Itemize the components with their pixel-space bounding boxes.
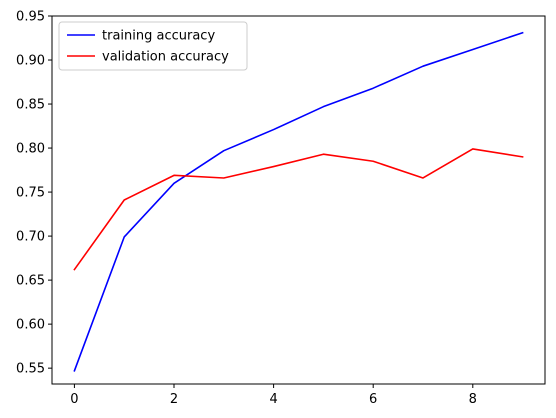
series-lines	[73, 31, 524, 372]
legend-box	[58, 21, 248, 71]
y-tick-label: 0.90	[16, 54, 45, 69]
y-tick-label: 0.95	[16, 10, 45, 25]
y-axis-ticks: 0.55 0.60 0.65 0.70 0.75 0.80 0.85 0.90 0.95	[16, 10, 52, 377]
series-line-validation-accuracy	[73, 148, 524, 271]
y-tick-label: 0.60	[16, 318, 45, 333]
x-tick-label: 4	[269, 392, 277, 407]
y-tick-label: 0.65	[16, 274, 45, 289]
x-tick-label: 0	[70, 392, 78, 407]
plot-frame	[51, 15, 546, 385]
x-tick-label: 2	[170, 392, 178, 407]
legend: training accuracy validation accuracy	[58, 21, 248, 71]
series-line-training-accuracy	[73, 31, 524, 372]
x-tick-label: 8	[469, 392, 477, 407]
y-tick-label: 0.85	[16, 98, 45, 113]
x-axis-ticks: 0 2 4 6 8	[70, 384, 477, 407]
legend-label-validation-accuracy: validation accuracy	[102, 50, 229, 65]
y-tick-label: 0.55	[16, 362, 45, 377]
y-tick-label: 0.75	[16, 186, 45, 201]
legend-label-training-accuracy: training accuracy	[102, 29, 215, 44]
x-tick-label: 6	[369, 392, 377, 407]
y-tick-label: 0.80	[16, 142, 45, 157]
y-tick-label: 0.70	[16, 230, 45, 245]
